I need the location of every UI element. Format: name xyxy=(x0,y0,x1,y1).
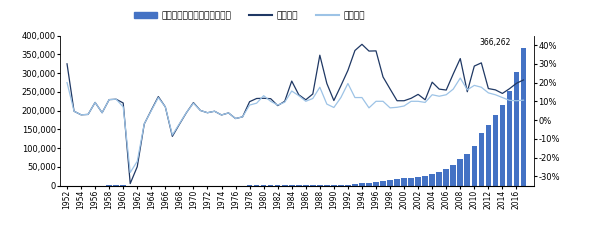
Bar xyxy=(464,154,470,186)
Bar xyxy=(514,73,519,186)
Bar xyxy=(451,165,456,186)
Bar xyxy=(387,180,393,186)
Bar xyxy=(422,176,428,186)
Bar xyxy=(373,182,379,186)
Bar xyxy=(366,183,372,186)
Bar xyxy=(409,178,414,186)
Bar xyxy=(296,185,302,186)
Bar xyxy=(282,185,287,186)
Bar xyxy=(303,185,308,186)
Bar xyxy=(324,185,329,186)
Bar xyxy=(289,185,295,186)
Bar xyxy=(401,178,407,186)
Bar xyxy=(338,185,344,186)
Bar xyxy=(436,172,442,186)
Bar xyxy=(359,183,365,186)
Bar xyxy=(380,181,386,186)
Bar xyxy=(443,169,449,186)
Bar xyxy=(415,177,421,186)
Bar xyxy=(352,184,358,186)
Bar xyxy=(485,124,491,186)
Bar xyxy=(310,185,316,186)
Legend: 社会消费品零售总额（亿元）, 名义同比, 实际同比: 社会消费品零售总额（亿元）, 名义同比, 实际同比 xyxy=(131,7,368,24)
Bar xyxy=(394,179,400,186)
Bar xyxy=(500,104,505,186)
Bar xyxy=(521,48,526,186)
Bar xyxy=(506,91,512,186)
Bar xyxy=(430,174,435,186)
Bar xyxy=(345,184,351,186)
Bar xyxy=(493,115,498,186)
Bar xyxy=(317,185,323,186)
Bar xyxy=(331,185,337,186)
Text: 366,262: 366,262 xyxy=(479,38,511,47)
Bar xyxy=(479,133,484,186)
Bar xyxy=(472,145,477,186)
Bar xyxy=(457,159,463,186)
